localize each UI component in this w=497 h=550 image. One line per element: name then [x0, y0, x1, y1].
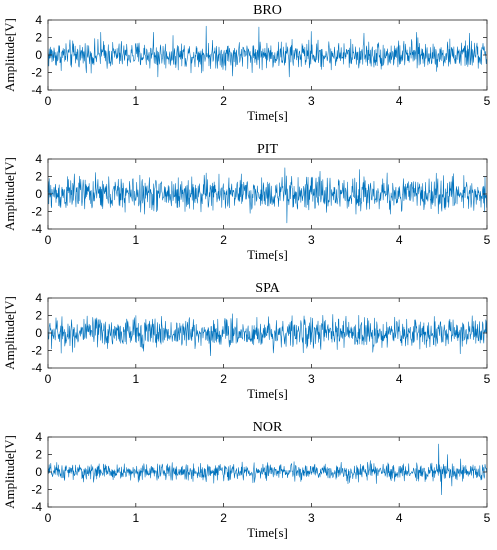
x-tick-label: 5 [484, 372, 491, 386]
y-axis-label: Amplitude[V] [2, 435, 17, 509]
subplot-title: BRO [253, 3, 282, 18]
x-tick-label: 4 [396, 372, 403, 386]
y-tick-label: 2 [35, 448, 42, 462]
x-tick-label: 2 [220, 233, 227, 247]
y-axis-label: Amplitude[V] [2, 18, 17, 92]
signal-series-spa [47, 313, 488, 357]
y-tick-label: 4 [35, 13, 42, 27]
y-tick-label: 0 [35, 326, 42, 340]
y-tick-label: -4 [31, 83, 42, 97]
y-tick-label: -2 [31, 483, 42, 497]
x-tick-label: 5 [484, 511, 491, 525]
x-tick-label: 1 [132, 233, 139, 247]
y-tick-label: -4 [31, 500, 42, 514]
signal-series-bro [47, 25, 488, 78]
x-tick-label: 1 [132, 94, 139, 108]
subplot-title: SPA [255, 281, 280, 296]
y-tick-label: 4 [35, 152, 42, 166]
y-tick-label: 0 [35, 48, 42, 62]
x-tick-label: 4 [396, 511, 403, 525]
x-tick-label: 2 [220, 372, 227, 386]
x-tick-label: 5 [484, 233, 491, 247]
x-tick-label: 4 [396, 233, 403, 247]
x-tick-label: 0 [45, 511, 52, 525]
x-tick-label: 1 [132, 511, 139, 525]
y-tick-label: -4 [31, 361, 42, 375]
y-tick-label: 0 [35, 465, 42, 479]
x-axis-label: Time[s] [247, 108, 288, 123]
y-tick-label: -2 [31, 205, 42, 219]
subplot-title: PIT [257, 142, 278, 157]
signal-series-pit [47, 167, 488, 224]
x-tick-label: 3 [308, 372, 315, 386]
signal-series-nor [47, 443, 488, 496]
y-tick-label: 4 [35, 430, 42, 444]
x-tick-label: 2 [220, 511, 227, 525]
x-tick-label: 3 [308, 94, 315, 108]
x-tick-label: 3 [308, 233, 315, 247]
y-tick-label: 2 [35, 309, 42, 323]
y-tick-label: -2 [31, 66, 42, 80]
x-tick-label: 4 [396, 94, 403, 108]
y-tick-label: 2 [35, 31, 42, 45]
y-axis-label: Amplitude[V] [2, 296, 17, 370]
x-tick-label: 0 [45, 233, 52, 247]
y-tick-label: 4 [35, 291, 42, 305]
y-tick-label: -4 [31, 222, 42, 236]
x-tick-label: 5 [484, 94, 491, 108]
y-tick-label: -2 [31, 344, 42, 358]
y-tick-label: 0 [35, 187, 42, 201]
x-tick-label: 1 [132, 372, 139, 386]
x-tick-label: 0 [45, 94, 52, 108]
subplot-title: NOR [253, 420, 283, 435]
x-axis-label: Time[s] [247, 525, 288, 540]
x-axis-label: Time[s] [247, 386, 288, 401]
x-axis-label: Time[s] [247, 247, 288, 262]
y-axis-label: Amplitude[V] [2, 157, 17, 231]
x-tick-label: 3 [308, 511, 315, 525]
y-tick-label: 2 [35, 170, 42, 184]
x-tick-label: 2 [220, 94, 227, 108]
x-tick-label: 0 [45, 372, 52, 386]
